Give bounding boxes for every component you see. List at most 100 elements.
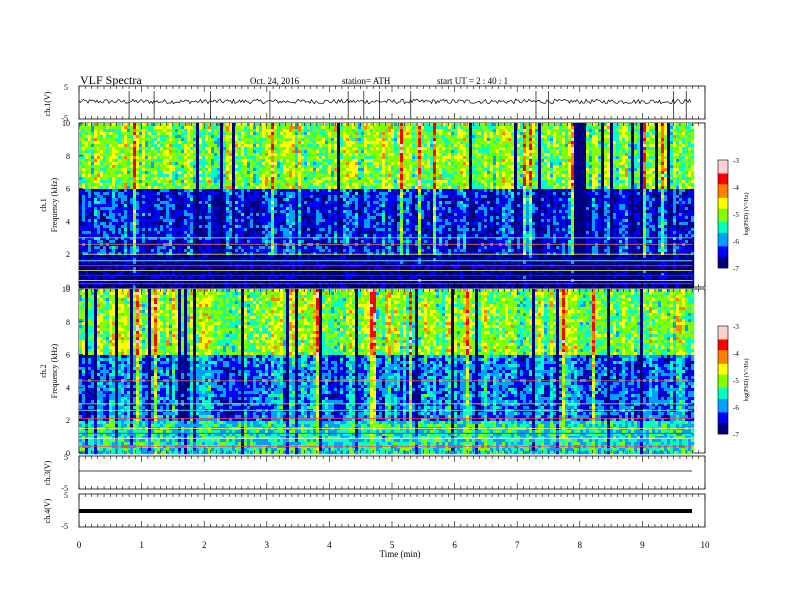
spec-cell (322, 201, 326, 205)
spec-cell (325, 252, 329, 256)
spec-cell (340, 156, 344, 160)
spec-cell (172, 141, 176, 145)
spec-cell (331, 198, 335, 202)
spec-cell (106, 150, 110, 154)
spec-cell (97, 270, 101, 274)
spec-cell (115, 201, 119, 205)
spec-cell (217, 195, 221, 199)
spec-cell (331, 201, 335, 205)
spec-cell (223, 258, 227, 262)
spec-cell (292, 210, 296, 214)
spec-cell (82, 219, 86, 223)
spec-cell (289, 207, 293, 211)
spec-cell (88, 222, 92, 226)
spec-cell (211, 204, 215, 208)
spec-cell (214, 141, 218, 145)
spec-cell (265, 207, 269, 211)
spec-cell (301, 126, 305, 130)
spec-cell (256, 144, 260, 148)
spec-cell (346, 141, 350, 145)
spec-cell (163, 234, 167, 238)
spec-cell (316, 156, 320, 160)
spec-cell (127, 168, 131, 172)
spec-cell (346, 255, 350, 259)
spec-cell (118, 255, 122, 259)
spec-cell (79, 138, 83, 142)
spec-cell (223, 249, 227, 253)
spec-cell (340, 207, 344, 211)
spec-cell (337, 240, 341, 244)
spec-cell (196, 225, 200, 229)
spec-cell (310, 189, 314, 193)
spec-cell (118, 285, 122, 289)
spec-cell (226, 165, 230, 169)
spec-cell (283, 132, 287, 136)
spec-cell (175, 210, 179, 214)
spec-cell (196, 267, 200, 271)
spec-cell (310, 192, 314, 196)
spec-cell (166, 231, 170, 235)
spec-cell (145, 249, 149, 253)
spec-cell (271, 201, 275, 205)
spec-cell (337, 261, 341, 265)
spec-cell (301, 168, 305, 172)
spec-cell (337, 168, 341, 172)
spec-cell (217, 189, 221, 193)
spec-cell (199, 135, 203, 139)
spec-cell (109, 234, 113, 238)
spec-cell (121, 189, 125, 193)
spec-cell (214, 126, 218, 130)
spec-cell (244, 162, 248, 166)
spec-cell (244, 123, 248, 127)
spec-cell (196, 255, 200, 259)
spec-cell (112, 240, 116, 244)
spec-cell (232, 249, 236, 253)
spec-cell (169, 129, 173, 133)
spec-cell (112, 150, 116, 154)
spec-cell (268, 159, 272, 163)
spec-cell (133, 192, 137, 196)
spec-cell (115, 228, 119, 232)
spec-cell (202, 213, 206, 217)
spec-cell (259, 246, 263, 250)
spec-cell (253, 165, 257, 169)
spec-cell (334, 189, 338, 193)
spec-cell (187, 252, 191, 256)
spec-cell (313, 192, 317, 196)
spec-cell (193, 189, 197, 193)
spec-cell (109, 237, 113, 241)
spec-cell (343, 267, 347, 271)
spec-cell (151, 246, 155, 250)
spec-cell (223, 210, 227, 214)
spec-cell (169, 135, 173, 139)
spec-cell (82, 150, 86, 154)
spec-cell (322, 267, 326, 271)
spec-cell (163, 258, 167, 262)
spec-cell (217, 234, 221, 238)
spec-cell (244, 168, 248, 172)
spec-cell (220, 138, 224, 142)
spec-cell (226, 138, 230, 142)
spec-cell (319, 246, 323, 250)
spec-cell (142, 237, 146, 241)
spec-cell (244, 285, 248, 289)
spec-cell (208, 201, 212, 205)
spec-cell (253, 210, 257, 214)
spec-cell (217, 276, 221, 280)
spec-cell (199, 129, 203, 133)
spec-cell (295, 150, 299, 154)
spec-cell (112, 183, 116, 187)
spec-cell (187, 153, 191, 157)
spec-cell (292, 201, 296, 205)
spec-cell (109, 153, 113, 157)
spec-cell (280, 261, 284, 265)
spec-cell (166, 249, 170, 253)
spec-cell (340, 147, 344, 151)
spec-cell (109, 171, 113, 175)
spec-cell (313, 168, 317, 172)
spec-cell (337, 273, 341, 277)
spec-cell (148, 237, 152, 241)
spec-cell (172, 255, 176, 259)
spec-cell (217, 222, 221, 226)
spec-cell (115, 216, 119, 220)
